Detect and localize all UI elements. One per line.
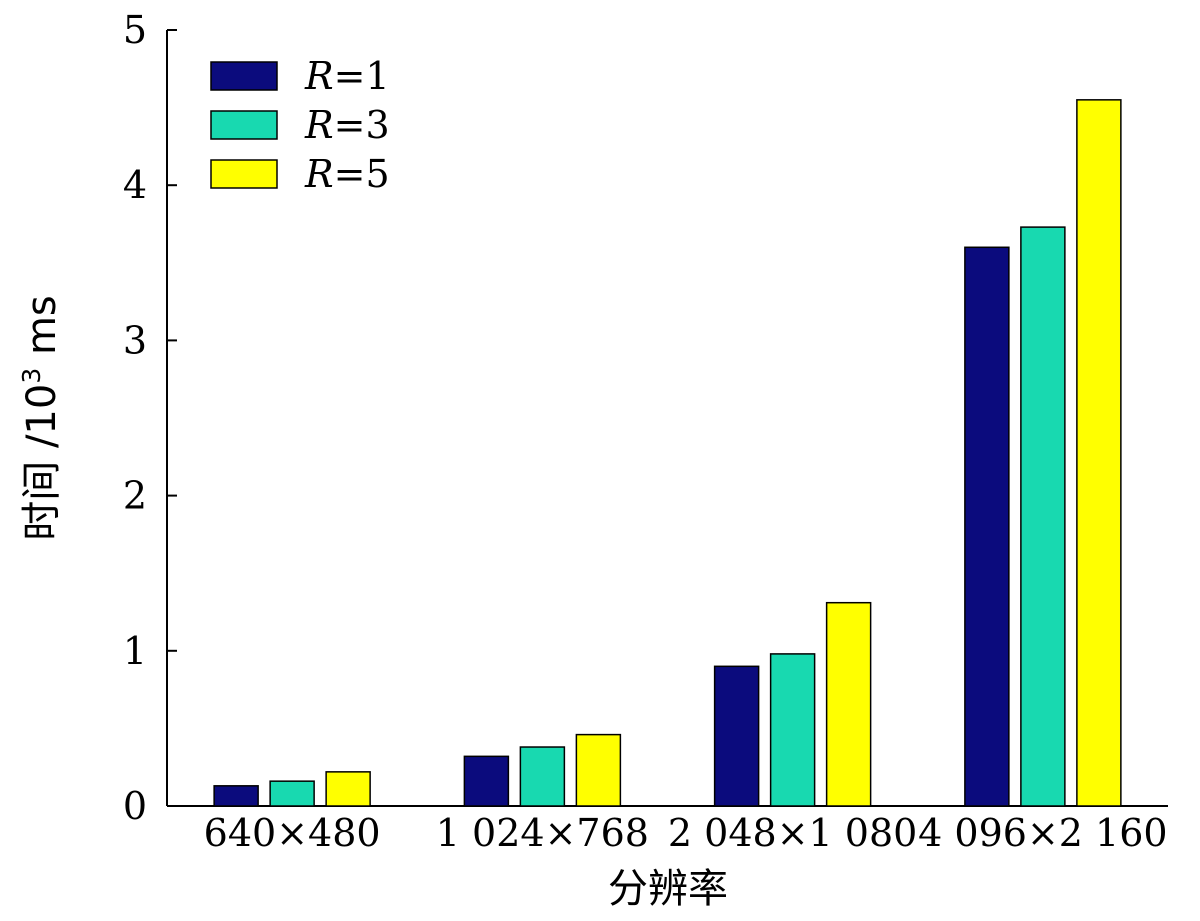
y-tick-label: 1 — [123, 629, 147, 673]
legend-label: R=1 — [304, 54, 390, 98]
bar-2-1 — [269, 780, 315, 807]
bar-1-4 — [964, 246, 1010, 807]
y-tick-label: 3 — [123, 318, 147, 362]
bar-1-2 — [463, 755, 510, 807]
bar-2-4 — [1020, 226, 1066, 807]
bar-3-4 — [1076, 99, 1122, 807]
svg-text:时间 /103 ms: 时间 /103 ms — [17, 295, 65, 541]
y-tick-label: 5 — [123, 8, 147, 52]
bar-3-3 — [825, 601, 872, 807]
x-tick-label: 640×480 — [204, 811, 381, 855]
legend: R=1 R=3 R=5 — [210, 54, 390, 196]
y-axis-title: 时间 /103 ms — [17, 295, 65, 541]
y-axis-title-main: 时间 /10 — [19, 384, 65, 541]
x-axis-title: 分辨率 — [608, 866, 728, 912]
y-tick-label: 2 — [123, 474, 147, 518]
y-tick-label: 4 — [123, 163, 147, 207]
bar-3-1 — [325, 771, 371, 807]
bar-1-1 — [213, 785, 259, 807]
legend-swatch — [210, 110, 278, 140]
bar-2-3 — [769, 653, 816, 807]
legend-label: R=3 — [304, 103, 390, 147]
y-tick-label: 0 — [123, 784, 147, 828]
y-axis-title-unit: ms — [19, 295, 65, 355]
legend-swatch — [210, 159, 278, 189]
bar-2-2 — [519, 746, 566, 807]
x-tick-label: 4 096×2 160 — [918, 811, 1167, 855]
y-axis-title-exponent: 3 — [17, 368, 46, 384]
bar-3-2 — [575, 733, 622, 807]
legend-label: R=5 — [304, 152, 390, 196]
plot-area: 0 1 2 3 4 5 640×480 1 024×768 2 048×1 080 4 096×2… — [123, 8, 1168, 855]
x-tick-label: 1 024×768 — [436, 811, 649, 855]
bar-1-3 — [713, 665, 760, 807]
x-tick-label: 2 048×1 080 — [668, 811, 917, 855]
legend-swatch — [210, 61, 278, 91]
